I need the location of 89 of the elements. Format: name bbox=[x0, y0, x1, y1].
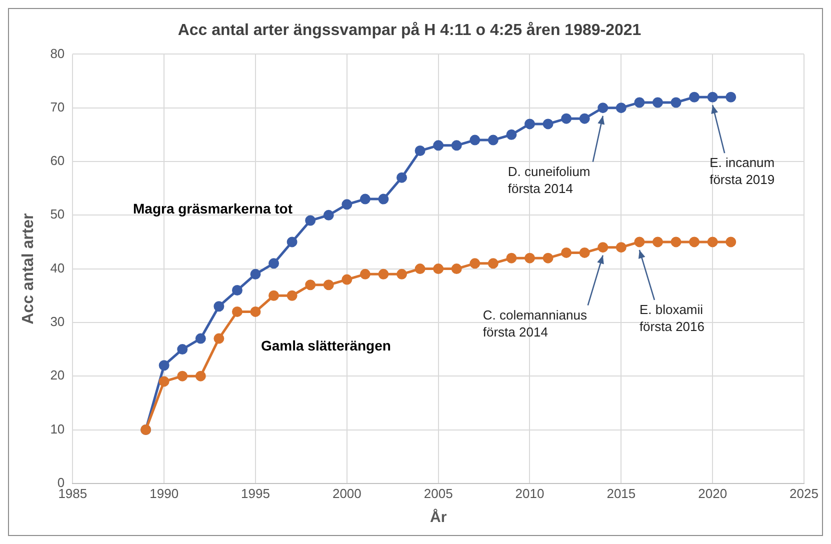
point bbox=[579, 247, 590, 258]
point bbox=[561, 113, 572, 124]
y-tick-label: 20 bbox=[50, 368, 65, 383]
x-axis-title: År bbox=[430, 508, 447, 526]
annotation: D. cuneifolium första 2014 bbox=[508, 164, 590, 196]
annotation: E. incanum första 2019 bbox=[710, 155, 775, 188]
series-label: Gamla slätterängen bbox=[260, 337, 391, 354]
point bbox=[214, 301, 224, 312]
point bbox=[305, 215, 316, 226]
point bbox=[707, 92, 718, 102]
y-tick-label: 40 bbox=[50, 260, 65, 276]
y-tick-label: 80 bbox=[50, 46, 65, 61]
point bbox=[158, 360, 170, 371]
point bbox=[268, 290, 280, 301]
point bbox=[177, 370, 188, 382]
x-tick-label: 2000 bbox=[332, 486, 362, 501]
point bbox=[451, 264, 462, 274]
chart-title: Acc antal arter ängssvampar på H 4:11 o 4:25 åren 1989-2021 bbox=[178, 21, 642, 40]
point bbox=[670, 236, 682, 248]
point bbox=[524, 252, 535, 264]
point bbox=[506, 252, 517, 264]
point bbox=[433, 140, 444, 151]
point bbox=[470, 258, 480, 269]
point bbox=[323, 210, 334, 220]
point bbox=[433, 264, 444, 274]
y-tick-label: 70 bbox=[50, 99, 65, 114]
point bbox=[561, 247, 572, 258]
point bbox=[195, 370, 206, 382]
point bbox=[286, 290, 298, 301]
y-tick-label: 50 bbox=[50, 206, 65, 222]
point bbox=[726, 92, 736, 102]
x-tick-label: 2025 bbox=[790, 486, 818, 501]
point bbox=[470, 134, 480, 146]
point bbox=[414, 146, 426, 156]
y-tick-label: 10 bbox=[50, 421, 65, 436]
point bbox=[378, 194, 389, 204]
y-axis-title: Acc antal arter bbox=[20, 213, 38, 324]
y-tick-label: 30 bbox=[50, 314, 65, 330]
point bbox=[506, 129, 517, 140]
point bbox=[542, 118, 554, 130]
point bbox=[158, 376, 170, 387]
point bbox=[670, 97, 682, 108]
point bbox=[396, 268, 408, 280]
point bbox=[579, 113, 590, 124]
point bbox=[488, 134, 498, 146]
point bbox=[232, 306, 242, 317]
point bbox=[689, 236, 700, 248]
x-tick-label: 1990 bbox=[150, 486, 179, 501]
point bbox=[726, 236, 736, 248]
x-tick-label: 1995 bbox=[241, 486, 270, 501]
point bbox=[414, 264, 426, 274]
point bbox=[542, 252, 554, 264]
annotation: C. colemannianus första 2014 bbox=[482, 307, 588, 340]
point bbox=[214, 333, 224, 344]
point bbox=[652, 97, 663, 108]
point bbox=[634, 97, 645, 108]
point bbox=[286, 236, 298, 248]
point bbox=[250, 306, 261, 317]
point bbox=[323, 280, 334, 290]
x-tick-label: 2005 bbox=[424, 486, 453, 501]
point bbox=[360, 194, 370, 204]
point bbox=[634, 236, 645, 248]
point bbox=[616, 102, 626, 114]
point bbox=[342, 274, 352, 285]
point bbox=[689, 92, 700, 102]
point bbox=[232, 285, 242, 296]
point bbox=[598, 102, 608, 114]
point bbox=[488, 258, 498, 269]
x-tick-label: 2020 bbox=[698, 486, 728, 501]
point bbox=[268, 258, 280, 269]
point bbox=[250, 268, 261, 280]
point bbox=[396, 172, 408, 183]
point bbox=[342, 199, 352, 210]
point bbox=[360, 268, 370, 280]
series-label: Magra gräsmarkerna tot bbox=[132, 200, 293, 217]
x-tick-label: 2015 bbox=[606, 486, 636, 501]
point bbox=[451, 140, 462, 151]
point bbox=[652, 236, 663, 248]
x-tick-label: 2010 bbox=[515, 486, 544, 501]
point bbox=[524, 118, 535, 130]
annotation: E. bloxamii första 2016 bbox=[639, 302, 704, 334]
point bbox=[616, 242, 626, 253]
point bbox=[707, 236, 718, 248]
point bbox=[177, 344, 188, 355]
point bbox=[195, 333, 206, 344]
y-tick-label: 60 bbox=[50, 153, 65, 168]
point bbox=[305, 280, 316, 290]
point bbox=[598, 242, 608, 253]
point bbox=[378, 268, 389, 280]
